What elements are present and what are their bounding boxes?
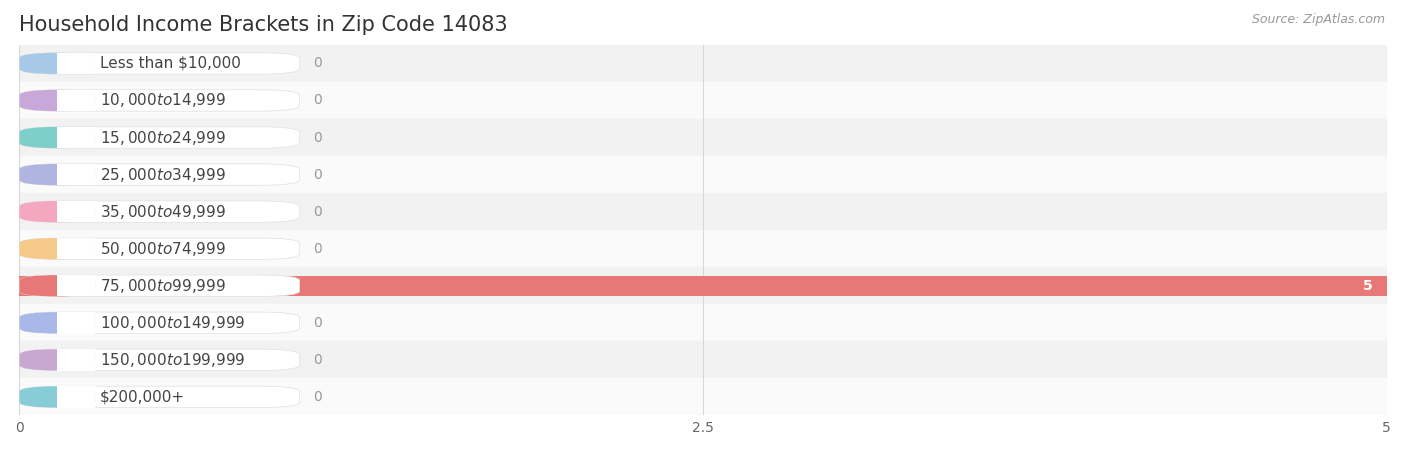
FancyBboxPatch shape	[20, 201, 299, 222]
Text: $75,000 to $99,999: $75,000 to $99,999	[100, 277, 226, 295]
FancyBboxPatch shape	[20, 53, 96, 74]
Text: 0: 0	[314, 353, 322, 367]
FancyBboxPatch shape	[20, 386, 96, 408]
Text: $150,000 to $199,999: $150,000 to $199,999	[100, 351, 245, 369]
FancyBboxPatch shape	[20, 90, 96, 111]
Text: $10,000 to $14,999: $10,000 to $14,999	[100, 91, 226, 109]
Text: $15,000 to $24,999: $15,000 to $24,999	[100, 129, 226, 147]
Bar	[20, 193, 1386, 230]
FancyBboxPatch shape	[20, 90, 299, 111]
Bar	[58, 275, 96, 297]
Text: $50,000 to $74,999: $50,000 to $74,999	[100, 240, 226, 258]
Bar	[20, 156, 1386, 193]
Text: 5: 5	[1364, 279, 1372, 293]
Bar	[20, 45, 1386, 82]
FancyBboxPatch shape	[20, 127, 96, 148]
Bar	[20, 230, 1386, 267]
Text: 0: 0	[314, 205, 322, 219]
Text: Source: ZipAtlas.com: Source: ZipAtlas.com	[1251, 14, 1385, 27]
Bar	[20, 267, 1386, 304]
Bar	[58, 164, 96, 185]
Bar	[58, 53, 96, 74]
Text: $100,000 to $149,999: $100,000 to $149,999	[100, 314, 245, 332]
FancyBboxPatch shape	[20, 312, 299, 333]
FancyBboxPatch shape	[20, 238, 299, 259]
Text: 0: 0	[314, 390, 322, 404]
Text: 0: 0	[314, 130, 322, 144]
Bar	[20, 378, 1386, 415]
Bar	[20, 82, 1386, 119]
FancyBboxPatch shape	[20, 312, 96, 333]
FancyBboxPatch shape	[20, 201, 96, 222]
Bar	[20, 304, 1386, 342]
FancyBboxPatch shape	[20, 349, 299, 370]
Bar	[58, 90, 96, 111]
Text: $25,000 to $34,999: $25,000 to $34,999	[100, 166, 226, 184]
Bar	[58, 349, 96, 370]
Bar	[58, 238, 96, 259]
FancyBboxPatch shape	[20, 275, 299, 297]
Text: 0: 0	[314, 167, 322, 182]
Bar	[58, 201, 96, 222]
Bar	[20, 342, 1386, 378]
FancyBboxPatch shape	[20, 275, 96, 297]
Text: 0: 0	[314, 316, 322, 330]
FancyBboxPatch shape	[20, 349, 96, 370]
Text: 0: 0	[314, 242, 322, 256]
FancyBboxPatch shape	[20, 127, 299, 148]
Text: $200,000+: $200,000+	[100, 389, 186, 405]
FancyBboxPatch shape	[20, 164, 96, 185]
Bar	[58, 127, 96, 148]
Bar	[58, 386, 96, 408]
Text: Less than $10,000: Less than $10,000	[100, 56, 240, 71]
Bar	[20, 275, 1386, 296]
Text: Household Income Brackets in Zip Code 14083: Household Income Brackets in Zip Code 14…	[20, 15, 508, 35]
Text: 0: 0	[314, 94, 322, 108]
Bar	[20, 119, 1386, 156]
FancyBboxPatch shape	[20, 386, 299, 408]
FancyBboxPatch shape	[20, 164, 299, 185]
FancyBboxPatch shape	[20, 53, 299, 74]
Bar	[58, 312, 96, 333]
Text: 0: 0	[314, 56, 322, 70]
Text: $35,000 to $49,999: $35,000 to $49,999	[100, 202, 226, 220]
FancyBboxPatch shape	[20, 238, 96, 259]
